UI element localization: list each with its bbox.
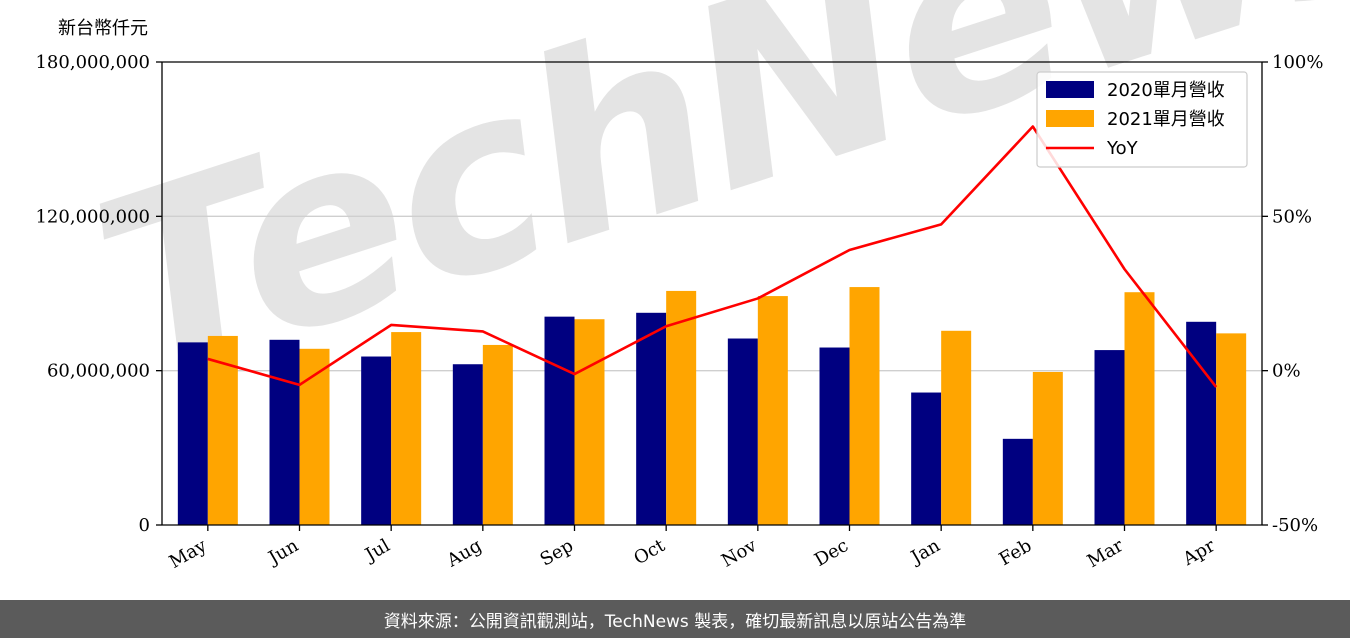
- legend-label-2: 2021單月營收: [1107, 109, 1225, 130]
- bar-feb-series1: [1002, 438, 1033, 525]
- x-tick-label: Apr: [1179, 535, 1219, 570]
- bar-aug-series1: [452, 364, 483, 525]
- y-left-tick-label: 120,000,000: [35, 206, 150, 227]
- legend-label-3: YoY: [1106, 138, 1139, 159]
- y-right-tick-label: 0%: [1272, 361, 1301, 382]
- revenue-chart: 0 60,000,000 120,000,000 180,000,000 -50% 0% 5…: [35, 18, 1323, 573]
- x-tick-label: Jul: [360, 535, 394, 567]
- bar-may-series2: [207, 335, 238, 525]
- bar-jul-series1: [361, 356, 392, 525]
- bar-dec-series1: [819, 347, 850, 525]
- bar-oct-series1: [636, 312, 667, 525]
- y-right-tick-label: 50%: [1272, 206, 1312, 227]
- bar-jun-series1: [269, 339, 300, 525]
- legend-label-1: 2020單月營收: [1107, 80, 1225, 101]
- y-right-tick-label: -50%: [1272, 515, 1318, 536]
- bar-aug-series2: [482, 344, 513, 525]
- x-tick-label: Dec: [811, 535, 852, 571]
- y-right-tick-label: 100%: [1272, 52, 1323, 73]
- legend-swatch-1: [1046, 81, 1094, 98]
- x-tick-label: Oct: [630, 535, 669, 570]
- bar-may-series1: [177, 342, 208, 525]
- source-footer: 資料來源：公開資訊觀測站，TechNews 製表，確切最新訊息以原站公告為準: [0, 600, 1350, 638]
- bar-jun-series2: [299, 348, 330, 525]
- bar-sep-series1: [544, 316, 575, 525]
- x-tick-label: May: [166, 535, 211, 573]
- y-left-tick-label: 0: [139, 515, 150, 536]
- source-note: 資料來源：公開資訊觀測站，TechNews 製表，確切最新訊息以原站公告為準: [383, 611, 967, 632]
- bar-mar-series1: [1094, 350, 1125, 525]
- bar-feb-series2: [1032, 371, 1063, 525]
- x-tick-label: Feb: [996, 535, 1036, 570]
- y-left-tick-label: 60,000,000: [47, 361, 150, 382]
- bar-mar-series2: [1124, 292, 1155, 525]
- x-tick-label: Sep: [537, 535, 577, 570]
- bar-jan-series2: [941, 330, 972, 525]
- x-tick-label: Aug: [443, 535, 486, 572]
- bar-dec-series2: [849, 287, 880, 525]
- y-left-tick-label: 180,000,000: [35, 52, 150, 73]
- bar-jan-series1: [911, 392, 942, 525]
- legend-swatch-2: [1046, 110, 1094, 127]
- x-tick-label: Jun: [263, 535, 302, 570]
- bar-apr-series2: [1216, 333, 1247, 525]
- bar-jul-series2: [391, 332, 422, 525]
- x-tick-label: Nov: [718, 535, 761, 572]
- bar-nov-series1: [727, 338, 758, 525]
- bar-oct-series2: [666, 290, 697, 525]
- bar-sep-series2: [574, 319, 605, 525]
- bar-nov-series2: [757, 296, 788, 525]
- y-unit-label: 新台幣仟元: [58, 18, 148, 39]
- chart-area: TechNews 0 60,000,000 120,000,000 180,000,0…: [35, 0, 1350, 573]
- x-tick-label: Mar: [1084, 535, 1128, 572]
- x-tick-label: Jan: [906, 535, 944, 569]
